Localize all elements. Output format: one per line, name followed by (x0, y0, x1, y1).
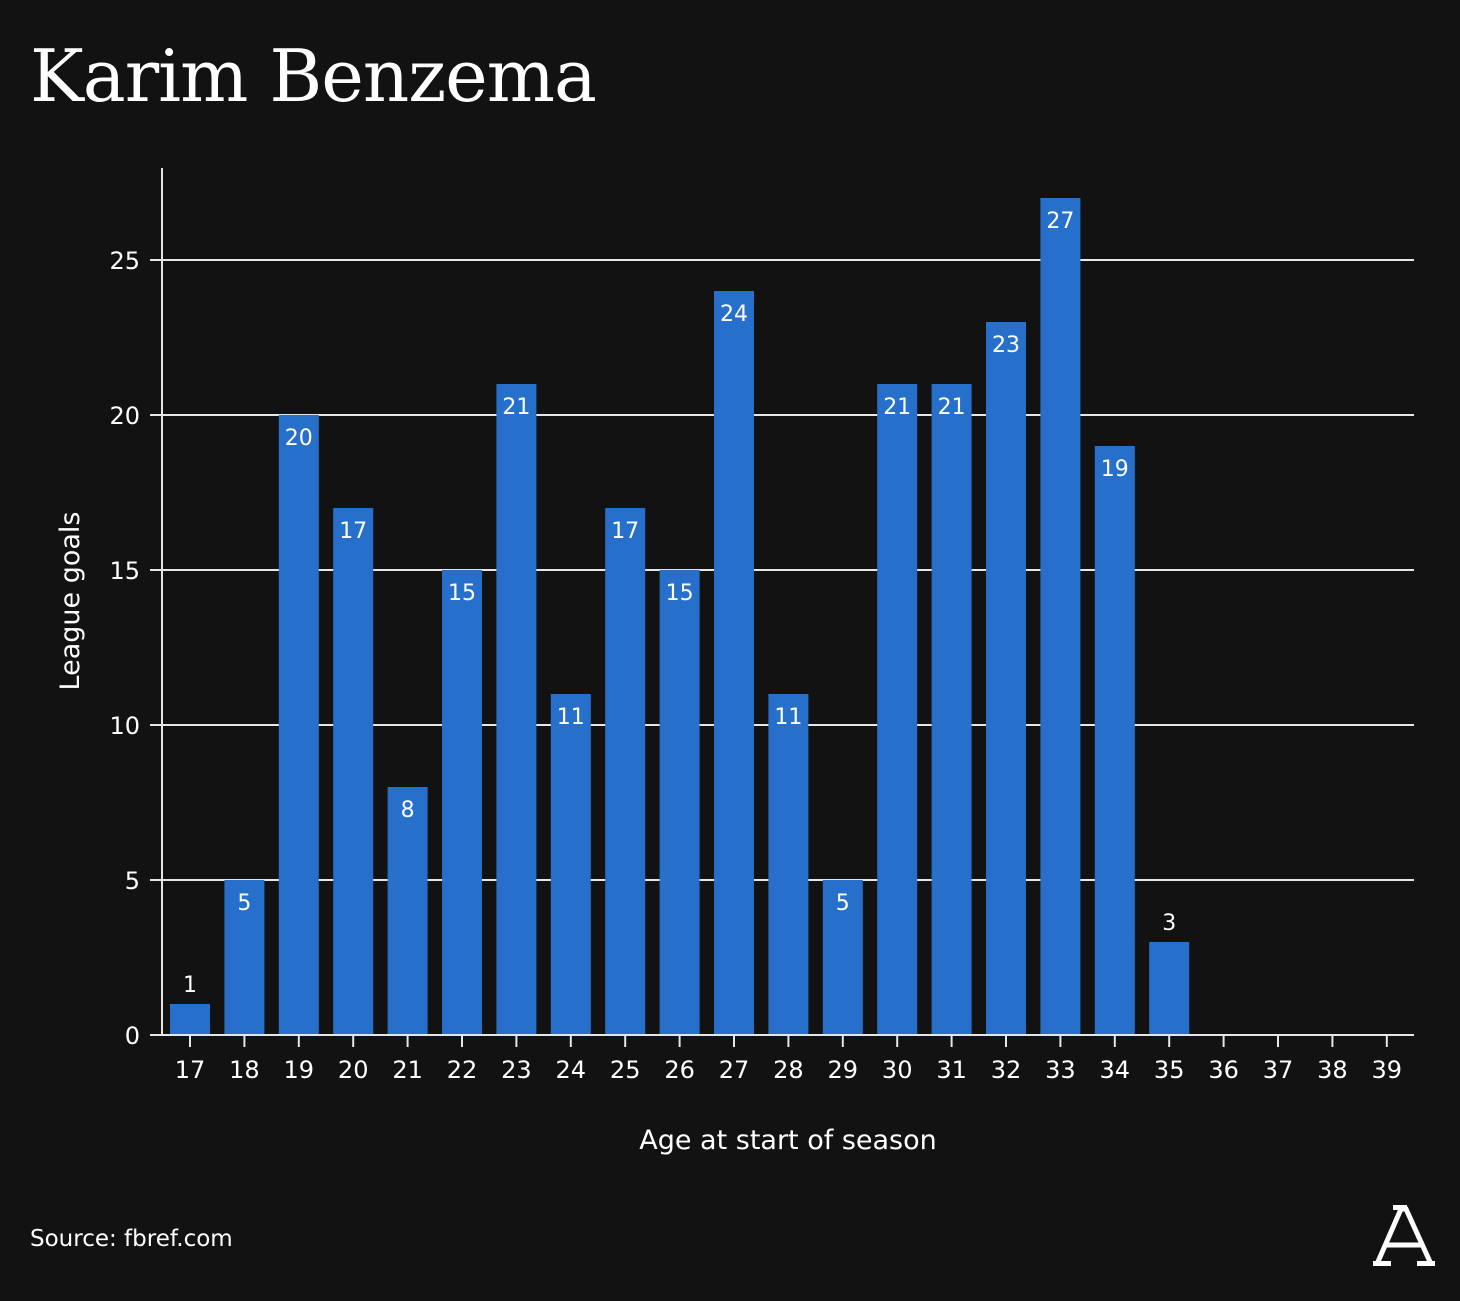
bar (714, 291, 754, 1035)
x-tick-label: 19 (284, 1056, 315, 1084)
bar (1094, 446, 1135, 1035)
x-tick-label: 25 (610, 1056, 641, 1084)
bar-value-label: 1 (183, 973, 197, 998)
bar-value-label: 15 (448, 581, 476, 606)
bar-value-label: 20 (285, 426, 313, 451)
bar (877, 384, 918, 1035)
source-note: Source: fbref.com (30, 1226, 233, 1252)
bar (605, 508, 646, 1035)
bar (387, 787, 428, 1035)
y-tick-label: 20 (109, 402, 140, 430)
x-tick-label: 30 (882, 1056, 913, 1084)
x-tick-label: 22 (447, 1056, 478, 1084)
x-tick-label: 31 (936, 1056, 967, 1084)
y-tick-label: 10 (109, 712, 140, 740)
bar-value-label: 21 (883, 395, 911, 420)
x-tick-label: 33 (1045, 1056, 1076, 1084)
bar-value-label: 24 (720, 302, 748, 327)
bar-value-label: 17 (339, 519, 367, 544)
bar (442, 570, 482, 1035)
y-axis-label: League goals (55, 512, 86, 691)
bar-value-label: 17 (611, 519, 639, 544)
x-tick-label: 21 (392, 1056, 423, 1084)
bar-value-label: 19 (1101, 457, 1129, 482)
x-tick-label: 34 (1100, 1056, 1131, 1084)
x-tick-label: 23 (501, 1056, 532, 1084)
bars (170, 198, 1190, 1035)
bar-value-label: 11 (774, 705, 802, 730)
chart-title: Karim Benzema (30, 34, 597, 118)
bar-value-label: 21 (502, 395, 530, 420)
bar-value-label: 8 (401, 798, 415, 823)
x-tick-label: 17 (175, 1056, 206, 1084)
bar-value-label: 27 (1046, 209, 1074, 234)
bar (931, 384, 972, 1035)
bar-value-label: 3 (1162, 911, 1176, 936)
x-tick-label: 32 (991, 1056, 1022, 1084)
bar (170, 1004, 210, 1035)
y-tick-label: 25 (109, 247, 140, 275)
bar (1149, 942, 1190, 1035)
x-tick-label: 27 (719, 1056, 750, 1084)
x-tick-label: 36 (1208, 1056, 1239, 1084)
x-tick-label: 26 (664, 1056, 695, 1084)
x-tick-label: 38 (1317, 1056, 1348, 1084)
bar-value-label: 23 (992, 333, 1020, 358)
bar (822, 880, 863, 1035)
bar (333, 508, 374, 1035)
bar-value-label: 15 (666, 581, 694, 606)
bar-value-label: 11 (557, 705, 585, 730)
y-tick-label: 0 (125, 1022, 140, 1050)
bar-value-label: 5 (237, 891, 251, 916)
bar (278, 415, 319, 1035)
x-tick-label: 37 (1263, 1056, 1294, 1084)
athletic-logo-icon (1373, 1205, 1435, 1266)
bar (659, 570, 700, 1035)
x-tick-label: 18 (229, 1056, 260, 1084)
x-tick-label: 39 (1372, 1056, 1403, 1084)
y-tick-label: 5 (125, 867, 140, 895)
x-tick-label: 29 (828, 1056, 859, 1084)
bar-value-label: 21 (938, 395, 966, 420)
x-tick-label: 20 (338, 1056, 369, 1084)
bar (1040, 198, 1081, 1035)
bar-value-label: 5 (836, 891, 850, 916)
bar (550, 694, 591, 1035)
bar (986, 322, 1026, 1035)
bar (224, 880, 265, 1035)
x-axis-label: Age at start of season (639, 1125, 937, 1156)
y-tick-label: 15 (109, 557, 140, 585)
x-tick-label: 24 (556, 1056, 587, 1084)
bar (496, 384, 537, 1035)
x-tick-label: 35 (1154, 1056, 1185, 1084)
bar (768, 694, 809, 1035)
x-tick-label: 28 (773, 1056, 804, 1084)
